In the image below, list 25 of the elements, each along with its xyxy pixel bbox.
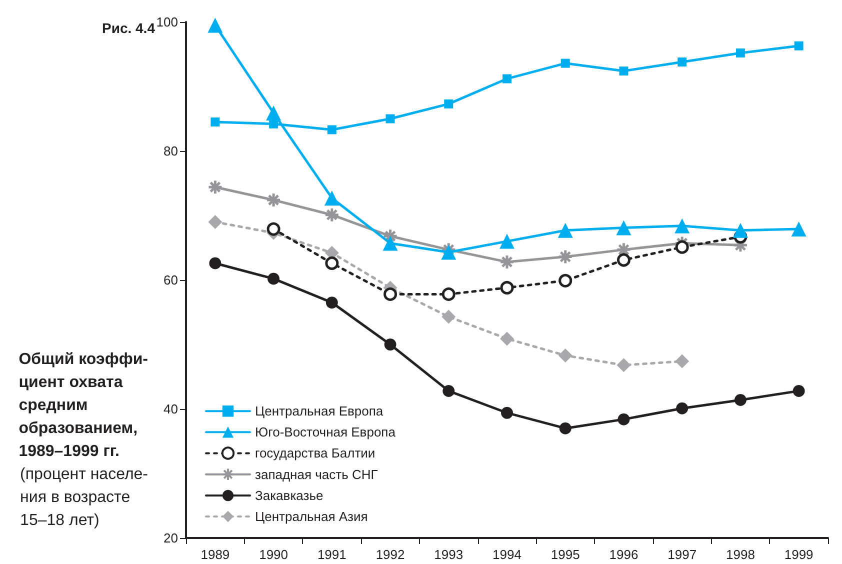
x-tick-label: 1998 <box>726 547 755 562</box>
chart-title: Рис. 4.4 <box>102 20 156 36</box>
legend-label: государства Балтии <box>255 446 376 461</box>
legend-label: Центральная Азия <box>255 509 368 524</box>
legend-label: Юго-Восточная Европа <box>255 424 396 440</box>
y-tick-label: 40 <box>164 402 178 416</box>
legend-label: Закавказье <box>255 488 324 503</box>
x-tick-label: 1997 <box>668 547 697 562</box>
y-tick-label: 80 <box>164 144 178 158</box>
x-tick-label: 1990 <box>259 547 288 562</box>
x-tick-label: 1993 <box>434 547 464 562</box>
y-tick-label: 60 <box>164 272 178 288</box>
x-tick-label: 1994 <box>492 547 522 562</box>
text: (процент населе- ния в возрасте 15–18 лет) <box>20 466 148 529</box>
text: Общий коэффи- циент охвата средним образованием, 1989–1999 гг. <box>18 351 148 460</box>
x-tick-label: 1989 <box>200 547 230 562</box>
x-tick-label: 1996 <box>609 547 638 562</box>
x-tick-label: 1991 <box>317 547 346 562</box>
legend-label: Центральная Европа <box>255 404 384 419</box>
y-tick-label: 20 <box>164 530 178 546</box>
y-tick-label: 100 <box>156 14 178 30</box>
x-tick-label: 1999 <box>784 547 814 562</box>
x-tick-label: 1992 <box>376 547 405 562</box>
x-tick-label: 1995 <box>550 547 580 562</box>
legend-label: западная часть СНГ <box>255 466 378 482</box>
